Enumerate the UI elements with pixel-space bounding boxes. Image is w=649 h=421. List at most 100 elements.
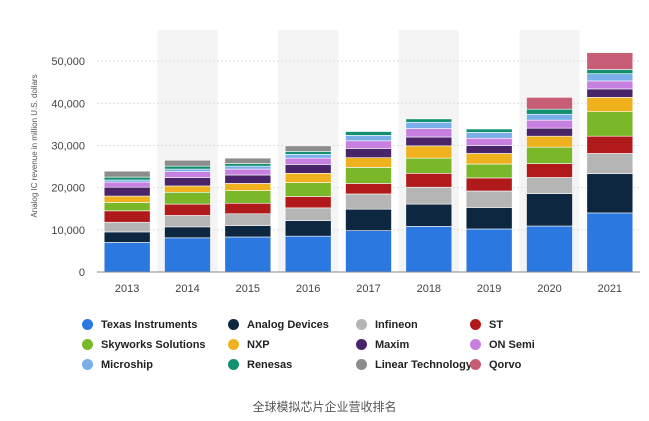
bar-segment[interactable] — [103, 210, 151, 223]
bar-segment[interactable] — [586, 52, 634, 70]
legend-item[interactable]: ST — [470, 317, 503, 333]
legend-item[interactable]: NXP — [228, 337, 270, 353]
bar-segment[interactable] — [405, 128, 453, 138]
bar-segment[interactable] — [224, 190, 272, 204]
bar-segment[interactable] — [345, 183, 392, 195]
bar-segment[interactable] — [586, 73, 634, 82]
bar-segment[interactable] — [465, 153, 513, 165]
bar-segment[interactable] — [224, 183, 272, 191]
bar-segment[interactable] — [103, 202, 151, 212]
bar-segment[interactable] — [465, 137, 513, 146]
bar-segment[interactable] — [465, 132, 513, 139]
bar-segment[interactable] — [164, 191, 211, 205]
bar-segment[interactable] — [405, 186, 453, 205]
bar-segment[interactable] — [526, 127, 573, 137]
bar-segment[interactable] — [345, 193, 392, 210]
bar-segment[interactable] — [164, 203, 211, 216]
bar-segment[interactable] — [284, 157, 332, 165]
bar-segment[interactable] — [103, 181, 151, 188]
bar-segment[interactable] — [405, 136, 453, 147]
bar-segment[interactable] — [164, 226, 211, 239]
bar-segment[interactable] — [103, 195, 151, 203]
bar-segment[interactable] — [526, 177, 573, 194]
bar-segment[interactable] — [224, 174, 272, 184]
bar-segment[interactable] — [526, 97, 573, 110]
bar-segment[interactable] — [465, 145, 513, 154]
bar-segment[interactable] — [284, 151, 332, 155]
bar-segment[interactable] — [224, 236, 272, 273]
bar-segment[interactable] — [345, 148, 392, 158]
bar-segment[interactable] — [224, 202, 272, 215]
legend-item[interactable]: Analog Devices — [228, 317, 329, 333]
legend-item[interactable]: ON Semi — [470, 337, 535, 353]
bar-segment[interactable] — [526, 193, 573, 227]
legend-item[interactable]: Maxim — [356, 337, 409, 353]
bar-segment[interactable] — [586, 173, 634, 214]
bar-segment[interactable] — [164, 159, 211, 167]
bar-segment[interactable] — [465, 190, 513, 208]
bar-segment[interactable] — [405, 157, 453, 174]
bar-segment[interactable] — [586, 135, 634, 154]
bar-segment[interactable] — [345, 135, 392, 142]
bar-segment[interactable] — [465, 128, 513, 133]
bar-segment[interactable] — [284, 235, 332, 273]
bar-segment[interactable] — [284, 172, 332, 183]
bar-segment[interactable] — [586, 80, 634, 90]
bar-segment[interactable] — [164, 237, 211, 273]
bar-segment[interactable] — [164, 168, 211, 172]
bar-segment[interactable] — [586, 69, 634, 75]
bar-segment[interactable] — [345, 157, 392, 168]
bar-segment[interactable] — [103, 170, 151, 178]
legend-item[interactable]: Texas Instruments — [82, 317, 197, 333]
bar-segment[interactable] — [526, 163, 573, 178]
bar-segment[interactable] — [586, 97, 634, 113]
bar-segment[interactable] — [405, 145, 453, 159]
bar-segment[interactable] — [345, 167, 392, 184]
bar-segment[interactable] — [164, 165, 211, 170]
bar-segment[interactable] — [526, 225, 573, 273]
bar-segment[interactable] — [103, 186, 151, 197]
bar-segment[interactable] — [345, 140, 392, 149]
bar-segment[interactable] — [224, 213, 272, 226]
bar-segment[interactable] — [284, 220, 332, 237]
bar-segment[interactable] — [224, 225, 272, 238]
bar-segment[interactable] — [526, 113, 573, 121]
bar-segment[interactable] — [164, 171, 211, 178]
bar-segment[interactable] — [526, 146, 573, 164]
bar-segment[interactable] — [224, 163, 272, 167]
bar-segment[interactable] — [586, 111, 634, 137]
bar-segment[interactable] — [284, 207, 332, 221]
bar-segment[interactable] — [103, 231, 151, 243]
legend-item[interactable]: Microship — [82, 357, 153, 373]
bar-segment[interactable] — [465, 228, 513, 273]
bar-segment[interactable] — [284, 196, 332, 209]
bar-segment[interactable] — [405, 203, 453, 227]
legend-item[interactable]: Skyworks Solutions — [82, 337, 206, 353]
bar-segment[interactable] — [586, 88, 634, 98]
bar-segment[interactable] — [465, 177, 513, 192]
bar-segment[interactable] — [586, 153, 634, 175]
bar-segment[interactable] — [526, 135, 573, 148]
bar-segment[interactable] — [284, 164, 332, 174]
bar-segment[interactable] — [164, 185, 211, 193]
bar-segment[interactable] — [465, 163, 513, 179]
bar-segment[interactable] — [405, 121, 453, 129]
bar-segment[interactable] — [103, 221, 151, 233]
bar-segment[interactable] — [103, 176, 151, 181]
legend-item[interactable]: Qorvo — [470, 357, 521, 373]
bar-segment[interactable] — [345, 208, 392, 231]
bar-segment[interactable] — [164, 215, 211, 228]
legend-item[interactable]: Linear Technology — [356, 357, 472, 373]
legend-item[interactable]: Infineon — [356, 317, 418, 333]
bar-segment[interactable] — [284, 145, 332, 152]
bar-segment[interactable] — [465, 207, 513, 230]
legend-item[interactable]: Renesas — [228, 357, 292, 373]
bar-segment[interactable] — [103, 179, 151, 183]
bar-segment[interactable] — [586, 212, 634, 273]
bar-segment[interactable] — [405, 118, 453, 123]
bar-segment[interactable] — [284, 154, 332, 159]
bar-segment[interactable] — [405, 226, 453, 273]
bar-segment[interactable] — [103, 242, 151, 273]
bar-segment[interactable] — [526, 108, 573, 115]
bar-segment[interactable] — [526, 119, 573, 129]
